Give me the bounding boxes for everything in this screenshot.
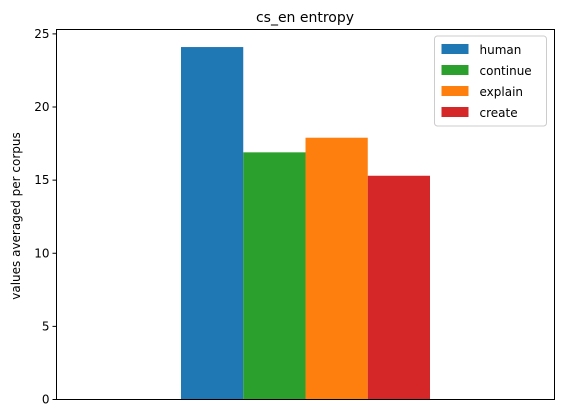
legend-swatch-create <box>441 107 469 117</box>
legend-label-continue: continue <box>480 64 532 78</box>
bar-continue <box>243 152 306 400</box>
bar-explain <box>305 137 368 400</box>
legend-swatch-human <box>441 44 469 54</box>
y-axis-label: values averaged per corpus <box>9 132 23 300</box>
legend-label-create: create <box>480 106 518 120</box>
plot-frame <box>56 29 555 400</box>
legend: human continue explain create <box>434 35 547 127</box>
legend-swatch-explain <box>441 86 469 96</box>
legend-swatch-continue <box>441 65 469 75</box>
y-axis: 0 5 10 15 20 25 <box>34 27 57 407</box>
y-tick-label: 20 <box>34 100 49 114</box>
legend-label-explain: explain <box>480 85 524 99</box>
y-tick-label: 25 <box>34 27 49 41</box>
bars-layer <box>181 47 430 400</box>
y-tick-label: 10 <box>34 246 49 260</box>
y-tick-label: 5 <box>42 319 50 333</box>
bar-human <box>181 47 244 400</box>
legend-label-human: human <box>480 43 522 57</box>
y-tick-label: 0 <box>42 393 50 407</box>
chart-title: cs_en entropy <box>256 10 354 26</box>
bar-create <box>367 175 430 400</box>
y-tick-label: 15 <box>34 173 49 187</box>
legend-box <box>434 35 547 127</box>
